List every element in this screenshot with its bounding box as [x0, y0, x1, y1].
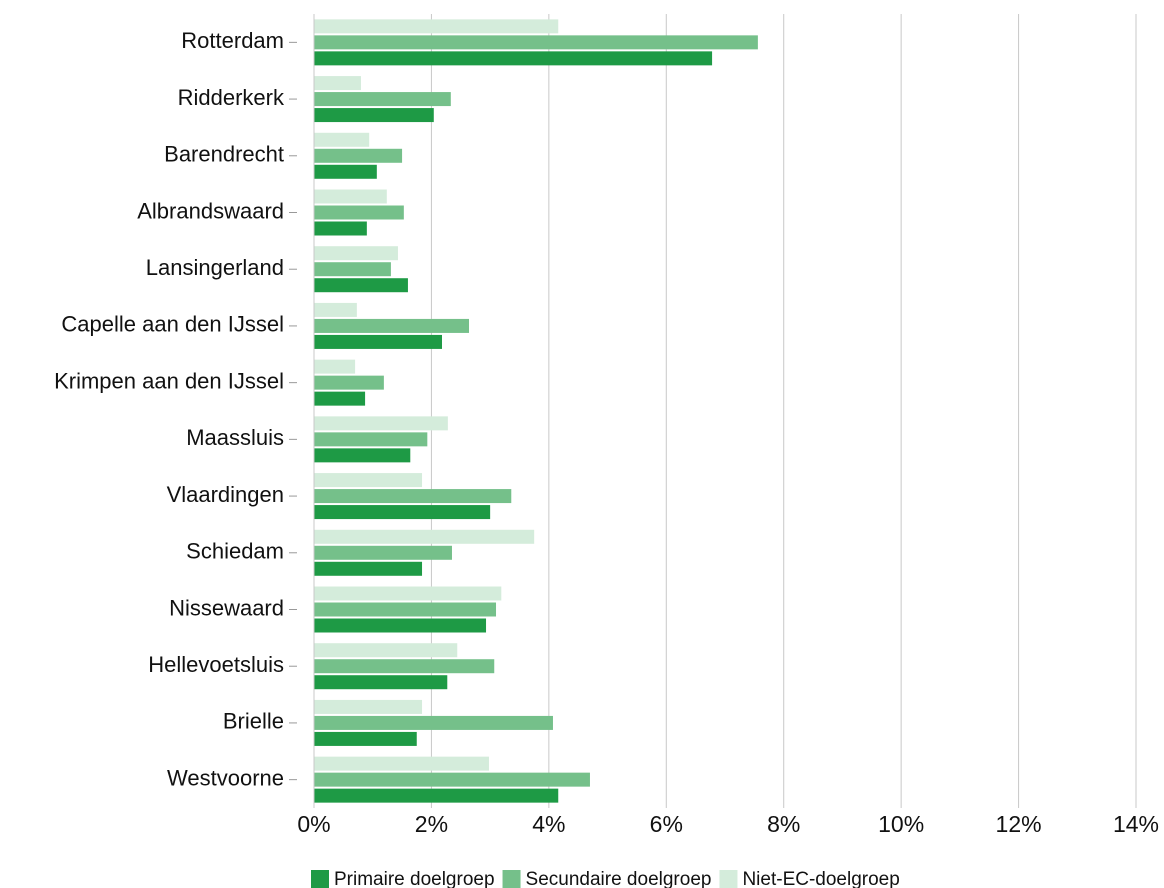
bar — [314, 391, 366, 406]
bar — [314, 205, 404, 220]
y-tick-label: Schiedam — [186, 539, 284, 564]
y-tick-label: Nissewaard — [169, 595, 284, 620]
y-tick-label: Capelle aan den IJssel — [61, 312, 284, 337]
bar — [314, 416, 448, 431]
bar — [314, 302, 357, 317]
bar — [314, 19, 559, 34]
bar — [314, 586, 502, 601]
bar — [314, 448, 411, 463]
x-tick-label: 14% — [1113, 811, 1159, 837]
bar — [314, 132, 370, 147]
bar — [314, 529, 535, 544]
bar — [314, 643, 458, 658]
y-tick-label: Krimpen aan den IJssel — [54, 368, 284, 393]
bar — [314, 148, 403, 163]
x-tick-label: 8% — [767, 811, 800, 837]
bar — [314, 432, 428, 447]
bar — [314, 715, 553, 730]
y-tick-label: Rotterdam — [181, 28, 284, 53]
y-tick-label: Lansingerland — [146, 255, 284, 280]
bar — [314, 756, 489, 771]
legend-swatch — [311, 870, 329, 888]
bar — [314, 699, 423, 714]
legend-label: Primaire doelgroep — [334, 869, 495, 888]
bar — [314, 318, 470, 333]
bar — [314, 246, 398, 261]
bar — [314, 772, 590, 787]
bar — [314, 788, 559, 803]
legend-label: Secundaire doelgroep — [526, 869, 712, 888]
y-tick-label: Vlaardingen — [167, 482, 284, 507]
bar — [314, 489, 512, 504]
bar — [314, 561, 423, 576]
bar — [314, 375, 384, 390]
x-tick-label: 10% — [878, 811, 924, 837]
x-tick-label: 0% — [297, 811, 330, 837]
bar — [314, 505, 491, 520]
bar — [314, 76, 361, 91]
bar — [314, 108, 434, 123]
bar — [314, 189, 387, 204]
bar — [314, 545, 452, 560]
bar — [314, 221, 367, 236]
bar — [314, 731, 417, 746]
bar — [314, 473, 423, 488]
y-tick-label: Albrandswaard — [137, 198, 284, 223]
bar — [314, 334, 442, 349]
bar — [314, 92, 451, 107]
y-tick-label: Ridderkerk — [178, 85, 285, 110]
legend-swatch — [502, 870, 521, 888]
y-tick-label: Barendrecht — [164, 142, 284, 167]
y-tick-label: Westvoorne — [167, 765, 284, 790]
x-tick-label: 6% — [650, 811, 683, 837]
bar — [314, 675, 448, 690]
bar — [314, 618, 487, 633]
bar — [314, 278, 408, 293]
legend-label: Niet-EC-doelgroep — [742, 869, 899, 888]
bar — [314, 35, 758, 50]
y-tick-label: Hellevoetsluis — [148, 652, 284, 677]
legend-swatch — [719, 870, 738, 888]
y-tick-label: Brielle — [223, 709, 284, 734]
bar — [314, 359, 356, 374]
x-tick-label: 4% — [532, 811, 565, 837]
y-tick-label: Maassluis — [186, 425, 284, 450]
bar — [314, 262, 391, 277]
bar — [314, 51, 713, 66]
bar — [314, 659, 495, 674]
bar — [314, 602, 497, 617]
bar — [314, 164, 377, 179]
x-tick-label: 2% — [415, 811, 448, 837]
x-tick-label: 12% — [996, 811, 1042, 837]
